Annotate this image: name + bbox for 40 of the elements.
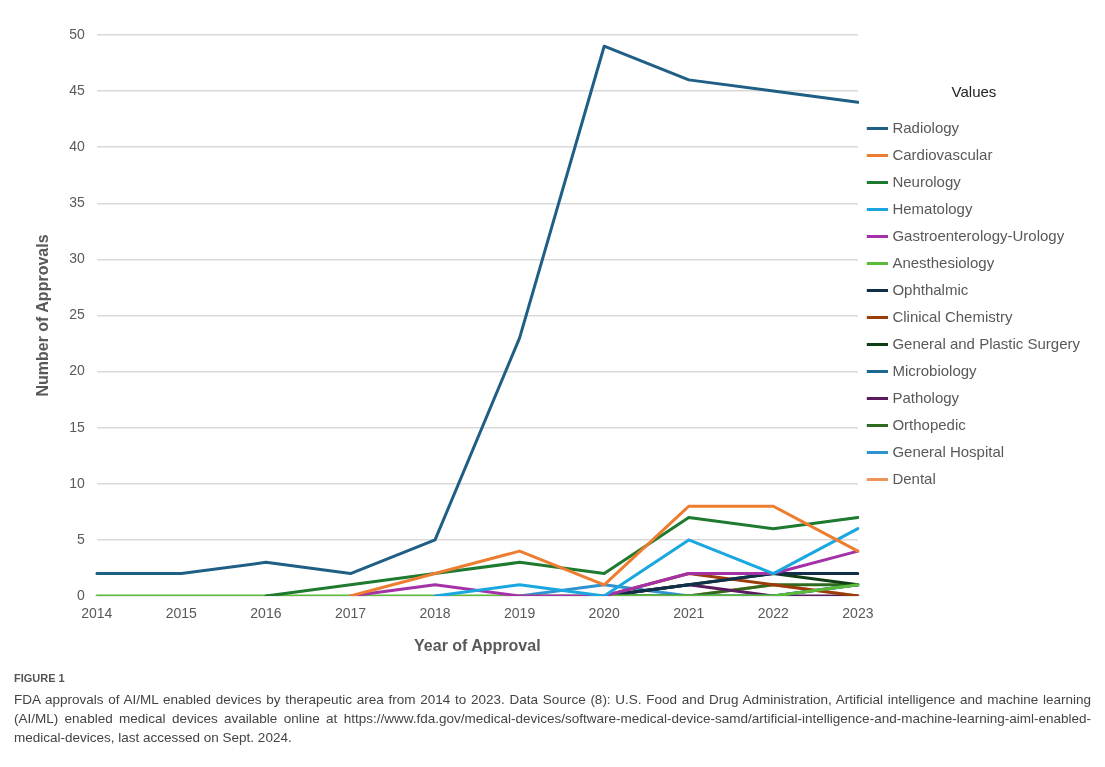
y-tick-label: 20: [69, 362, 85, 379]
legend-label: Pathology: [892, 388, 960, 406]
x-tick-label: 2022: [757, 605, 790, 622]
legend-label: Orthopedic: [892, 415, 967, 433]
legend-label: Neurology: [892, 172, 962, 190]
x-axis-title: Year of Approval: [414, 636, 541, 654]
legend-title: Values: [951, 82, 997, 100]
y-tick-label: 35: [69, 194, 85, 211]
y-axis-title: Number of Approvals: [34, 234, 52, 397]
x-tick-label: 2021: [673, 605, 705, 622]
legend-label: Clinical Chemistry: [892, 307, 1013, 325]
legend-label: Ophthalmic: [892, 280, 969, 298]
x-tick-label: 2018: [419, 605, 451, 622]
y-tick-label: 0: [76, 586, 85, 603]
x-tick-label: 2015: [165, 605, 198, 622]
text: FDA approvals of AI/ML enabled devices by therapeutic area from 2014 to 2023. Data Source (8): U.S. Food and Drug Administration, Artificial intelligence and machine learning (AI/ML) enabled medical devices available online at https://www.fda.gov/medical-devices/software-medical-device-samd/artificial-intelligence-and-machine-learning-aiml-enabled-medical-devices, last accessed on Sept. 2024.: [14, 691, 1091, 747]
y-tick-label: 5: [76, 530, 85, 547]
y-tick-label: 50: [69, 25, 85, 42]
legend-label: Cardiovascular: [892, 145, 993, 163]
x-tick-label: 2017: [334, 605, 367, 622]
x-tick-label: 2019: [504, 605, 536, 622]
x-tick-label: 2016: [250, 605, 282, 622]
y-tick-label: 30: [69, 250, 85, 267]
x-tick-label: 2014: [81, 605, 113, 622]
caption: FIGURE 1: [14, 671, 66, 686]
y-tick-label: 15: [69, 418, 85, 435]
legend-label: Dental: [892, 469, 936, 487]
legend-label: General Hospital: [892, 442, 1005, 460]
x-tick-label: 2020: [588, 605, 620, 622]
y-tick-label: 40: [69, 138, 85, 155]
legend-label: Anesthesiology: [892, 253, 995, 271]
y-tick-label: 45: [69, 81, 85, 98]
x-tick-label: 2023: [842, 605, 874, 622]
legend-label: Radiology: [892, 118, 960, 136]
legend-label: Gastroenterology-Urology: [892, 226, 1065, 244]
legend-label: Microbiology: [892, 361, 978, 379]
legend-label: Hematology: [892, 199, 973, 217]
y-tick-label: 10: [69, 474, 85, 491]
y-tick-label: 25: [69, 306, 85, 323]
legend-label: General and Plastic Surgery: [892, 334, 1081, 352]
